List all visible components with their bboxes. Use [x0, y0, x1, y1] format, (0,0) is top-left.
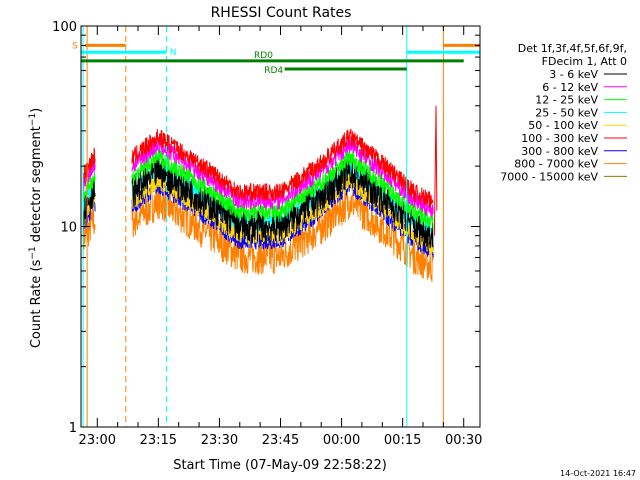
x-tick-label: 00:15 [384, 433, 421, 448]
x-tick-label: 23:45 [262, 433, 299, 448]
legend: Det 1f,3f,4f,5f,6f,9f,FDecim 1, Att 03 -… [500, 42, 627, 183]
x-tick-label: 23:00 [79, 433, 116, 448]
series-line [82, 156, 434, 250]
legend-label: 25 - 50 keV [535, 106, 598, 119]
legend-label: 7000 - 15000 keV [500, 170, 598, 183]
x-tick-label: 23:15 [140, 433, 177, 448]
plot-area [82, 26, 481, 427]
series-line [82, 128, 434, 208]
rd0-label: RD0 [254, 51, 273, 61]
legend-label: 3 - 6 keV [549, 68, 598, 81]
legend-label: 12 - 25 keV [535, 94, 598, 107]
timestamp: 14-Oct-2021 16:47 [560, 469, 636, 478]
legend-header: Det 1f,3f,4f,5f,6f,9f, [518, 42, 627, 55]
attenuator-s-label: S [72, 41, 78, 51]
chart-title: RHESSI Count Rates [211, 5, 352, 21]
y-tick-label: 100 [52, 20, 77, 35]
night-n-label: N [170, 48, 177, 58]
series-line [82, 147, 434, 230]
spike-line [433, 105, 438, 236]
traces [82, 105, 438, 283]
annotations: S N RD0 RD4 [72, 41, 480, 76]
axes: 1 10 100 23:00 23:15 23:30 23:45 00:00 00:15 00:3… [52, 20, 482, 448]
legend-label: 300 - 800 keV [521, 145, 598, 158]
legend-label: 800 - 7000 keV [514, 158, 598, 171]
legend-label: 100 - 300 keV [521, 132, 598, 145]
x-tick-label: 00:00 [323, 433, 360, 448]
y-axis-label: Count Rate (s−1 detector segment−1) [28, 108, 44, 348]
rd4-label: RD4 [264, 66, 283, 76]
legend-header: FDecim 1, Att 0 [542, 55, 627, 68]
x-tick-label: 23:30 [201, 433, 238, 448]
x-tick-label: 00:30 [445, 433, 482, 448]
x-axis-label: Start Time (07-May-09 22:58:22) [173, 458, 387, 473]
y-tick-label: 1 [69, 421, 77, 436]
y-tick-label: 10 [60, 221, 77, 236]
legend-label: 6 - 12 keV [542, 81, 598, 94]
legend-label: 50 - 100 keV [528, 119, 598, 132]
